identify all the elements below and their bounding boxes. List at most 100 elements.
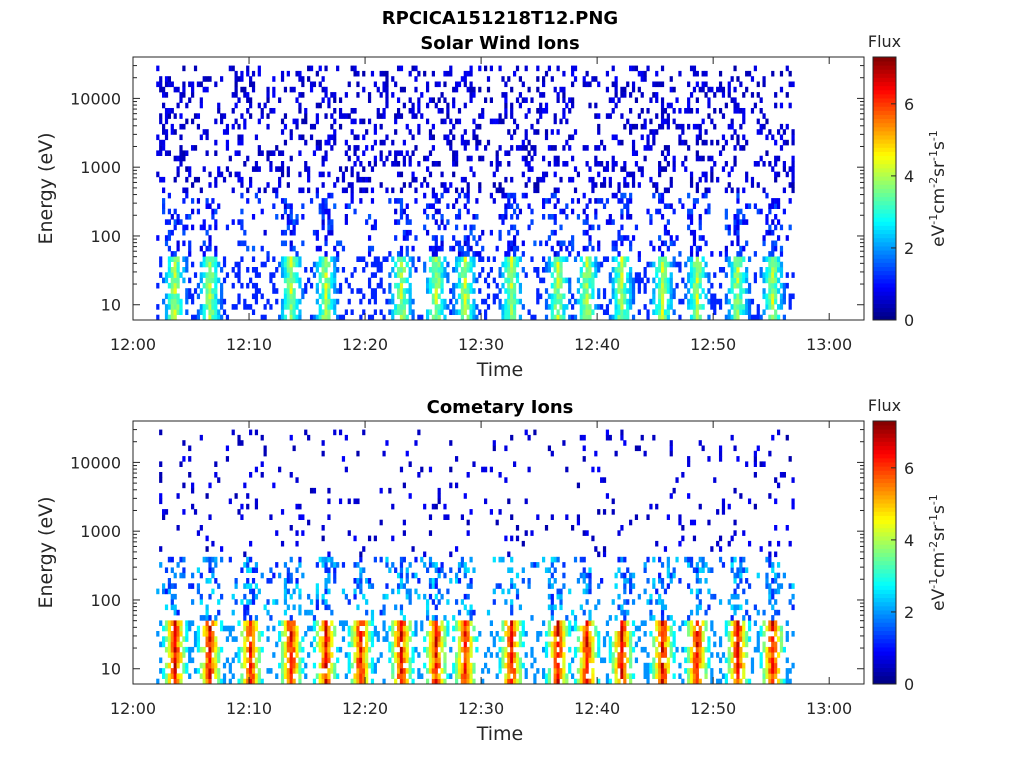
spectrogram-cell bbox=[756, 314, 760, 321]
spectrogram-cell bbox=[463, 641, 467, 648]
spectrogram-cell bbox=[237, 150, 241, 156]
spectrogram-cell bbox=[341, 620, 346, 626]
spectrogram-cell bbox=[457, 240, 462, 247]
spectrogram-cell bbox=[753, 102, 757, 109]
spectrogram-cell bbox=[405, 572, 409, 579]
spectrogram-cell bbox=[275, 267, 279, 273]
spectrogram-cell bbox=[440, 625, 444, 632]
spectrogram-cell bbox=[559, 272, 563, 278]
spectrogram-cell bbox=[376, 657, 380, 664]
spectrogram-cell bbox=[417, 123, 421, 130]
spectrogram-cell bbox=[214, 293, 218, 300]
spectrogram-cell bbox=[687, 277, 691, 284]
spectrogram-cell bbox=[510, 113, 514, 119]
spectrogram-cell bbox=[379, 519, 383, 526]
spectrogram-cell bbox=[591, 187, 595, 194]
spectrogram-cell bbox=[237, 76, 241, 82]
spectrogram-cell bbox=[553, 556, 557, 563]
spectrogram-cell bbox=[602, 636, 607, 642]
spectrogram-cell bbox=[347, 631, 351, 637]
spectrogram-cell bbox=[530, 145, 534, 151]
spectrogram-cell bbox=[582, 556, 586, 563]
spectrogram-cell bbox=[739, 81, 743, 88]
spectrogram-cell bbox=[399, 562, 404, 568]
spectrogram-cell bbox=[556, 309, 560, 315]
spectrogram-cell bbox=[634, 65, 639, 72]
spectrogram-cell bbox=[382, 256, 386, 262]
spectrogram-cell bbox=[425, 86, 430, 93]
spectrogram-cell bbox=[556, 272, 560, 278]
spectrogram-cell bbox=[414, 76, 418, 82]
spectrogram-cell bbox=[370, 70, 375, 77]
spectrogram-cell bbox=[423, 551, 427, 558]
spectrogram-cell bbox=[324, 150, 328, 156]
spectrogram-cell bbox=[437, 277, 441, 284]
spectrogram-cell bbox=[536, 129, 540, 135]
spectrogram-cell bbox=[623, 92, 627, 98]
spectrogram-cell bbox=[750, 182, 755, 188]
spectrogram-cell bbox=[762, 161, 766, 167]
spectrogram-cell bbox=[251, 662, 256, 669]
spectrogram-cell bbox=[196, 625, 201, 632]
x-tick-label: 12:20 bbox=[342, 335, 388, 354]
spectrogram-cell bbox=[254, 583, 259, 589]
spectrogram-cell bbox=[536, 267, 540, 273]
spectrogram-cell bbox=[573, 298, 578, 305]
spectrogram-cell bbox=[333, 309, 337, 315]
x-tick-label: 12:40 bbox=[574, 335, 620, 354]
spectrogram-cell bbox=[652, 673, 656, 679]
spectrogram-cell bbox=[510, 293, 514, 300]
spectrogram-cell bbox=[402, 620, 406, 626]
spectrogram-cell bbox=[484, 466, 488, 473]
spectrogram-cell bbox=[425, 214, 430, 220]
spectrogram-cell bbox=[405, 678, 409, 685]
spectrogram-cell bbox=[504, 251, 508, 257]
spectrogram-cell bbox=[373, 556, 377, 563]
spectrogram-cell bbox=[695, 251, 699, 257]
spectrogram-cell bbox=[182, 155, 186, 162]
spectrogram-cell bbox=[602, 657, 607, 664]
spectrogram-cell bbox=[431, 261, 435, 268]
spectrogram-cell bbox=[425, 102, 430, 109]
spectrogram-cell bbox=[336, 65, 340, 72]
spectrogram-cell bbox=[472, 129, 476, 135]
spectrogram-cell bbox=[208, 224, 212, 231]
spectrogram-cell bbox=[698, 314, 702, 321]
spectrogram-cell bbox=[164, 662, 169, 669]
spectrogram-cell bbox=[730, 118, 734, 125]
spectrogram-cell bbox=[736, 261, 740, 268]
spectrogram-cell bbox=[602, 182, 607, 188]
spectrogram-cell bbox=[753, 65, 757, 72]
spectrogram-cell bbox=[396, 219, 401, 225]
spectrogram-cell bbox=[292, 288, 296, 294]
spectrogram-cell bbox=[611, 641, 615, 648]
spectrogram-cell bbox=[307, 187, 311, 194]
spectrogram-cell bbox=[533, 429, 537, 436]
spectrogram-cell bbox=[405, 203, 409, 209]
spectrogram-cell bbox=[446, 599, 450, 605]
spectrogram-cell bbox=[301, 572, 305, 579]
spectrogram-cell bbox=[544, 261, 549, 268]
spectrogram-cell bbox=[547, 256, 552, 262]
spectrogram-cell bbox=[768, 229, 772, 236]
spectrogram-cell bbox=[280, 171, 285, 178]
spectrogram-cell bbox=[193, 176, 198, 183]
spectrogram-cell bbox=[452, 309, 456, 315]
spectrogram-cell bbox=[553, 678, 557, 685]
spectrogram-cell bbox=[251, 599, 256, 605]
spectrogram-cell bbox=[341, 187, 346, 194]
spectrogram-cell bbox=[646, 277, 650, 284]
spectrogram-cell bbox=[594, 76, 598, 82]
spectrogram-cell bbox=[428, 646, 433, 653]
colorbar-tick-label: 2 bbox=[904, 239, 914, 258]
spectrogram-cell bbox=[159, 461, 163, 467]
spectrogram-cell bbox=[289, 293, 293, 300]
spectrogram-cell bbox=[707, 97, 711, 103]
spectrogram-cell bbox=[205, 636, 209, 642]
spectrogram-cell bbox=[362, 657, 366, 664]
spectrogram-cell bbox=[315, 641, 319, 648]
spectrogram-cell bbox=[428, 662, 433, 669]
spectrogram-cell bbox=[544, 525, 549, 531]
spectrogram-cell bbox=[434, 625, 438, 632]
spectrogram-cell bbox=[530, 123, 534, 130]
